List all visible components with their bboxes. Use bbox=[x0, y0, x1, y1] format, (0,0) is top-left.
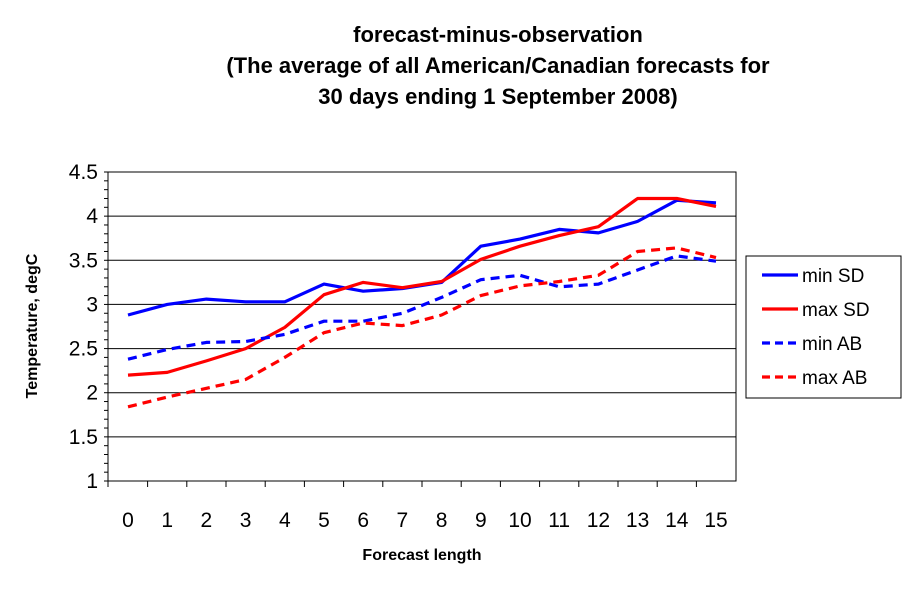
chart-title-line-1: forecast-minus-observation bbox=[353, 22, 643, 47]
chart-title-line-2: (The average of all American/Canadian fo… bbox=[226, 53, 770, 78]
y-axis-title: Temperature, degC bbox=[24, 253, 41, 398]
x-tick-label: 15 bbox=[704, 509, 727, 532]
y-tick-label: 2 bbox=[86, 382, 98, 405]
legend-label: min SD bbox=[802, 266, 864, 287]
legend-label: min AB bbox=[802, 334, 862, 355]
y-tick-labels: 1 1.5 2 2.5 3 3.5 4 4.5 bbox=[69, 161, 99, 493]
series-lines bbox=[127, 196, 717, 409]
series-line-min-ab bbox=[127, 254, 717, 361]
series-line-max-ab bbox=[127, 246, 717, 409]
x-tick-label: 8 bbox=[436, 509, 448, 532]
x-tick-label: 0 bbox=[122, 509, 134, 532]
x-tick-label: 7 bbox=[397, 509, 409, 532]
y-tick-label: 3 bbox=[86, 293, 98, 316]
y-tick-label: 1 bbox=[86, 470, 98, 493]
x-tick-label: 12 bbox=[587, 509, 610, 532]
x-axis-title: Forecast length bbox=[362, 547, 481, 564]
x-tick-label: 1 bbox=[161, 509, 173, 532]
legend-items: min SD max SD min AB max AB bbox=[762, 266, 870, 389]
x-tick-label: 3 bbox=[240, 509, 252, 532]
legend-label: max SD bbox=[802, 300, 870, 321]
y-tick-label: 4.5 bbox=[69, 161, 98, 184]
y-tick-label: 2.5 bbox=[69, 338, 98, 361]
legend-box bbox=[745, 255, 902, 399]
x-tick-label: 4 bbox=[279, 509, 291, 532]
x-tick-label: 9 bbox=[475, 509, 487, 532]
x-tick-label: 5 bbox=[318, 509, 330, 532]
x-tick-label: 11 bbox=[548, 509, 570, 532]
x-tick-label: 2 bbox=[201, 509, 213, 532]
y-tick-label: 3.5 bbox=[69, 249, 98, 272]
x-tick-label: 10 bbox=[508, 509, 531, 532]
y-tick-label: 4 bbox=[86, 205, 98, 228]
x-tick-label: 13 bbox=[626, 509, 649, 532]
x-tick-labels: 0 1 2 3 4 5 6 7 8 9 10 11 12 13 14 15 bbox=[122, 509, 728, 532]
y-tick-label: 1.5 bbox=[69, 426, 98, 449]
chart-title: forecast-minus-observation (The average … bbox=[226, 22, 770, 109]
chart-title-line-3: 30 days ending 1 September 2008) bbox=[318, 84, 678, 109]
legend-label: max AB bbox=[802, 368, 867, 389]
axes bbox=[104, 171, 697, 487]
x-tick-label: 14 bbox=[665, 509, 689, 532]
x-tick-label: 6 bbox=[357, 509, 369, 532]
series-line-max-sd bbox=[127, 196, 717, 377]
legend: min SD max SD min AB max AB bbox=[745, 255, 902, 399]
